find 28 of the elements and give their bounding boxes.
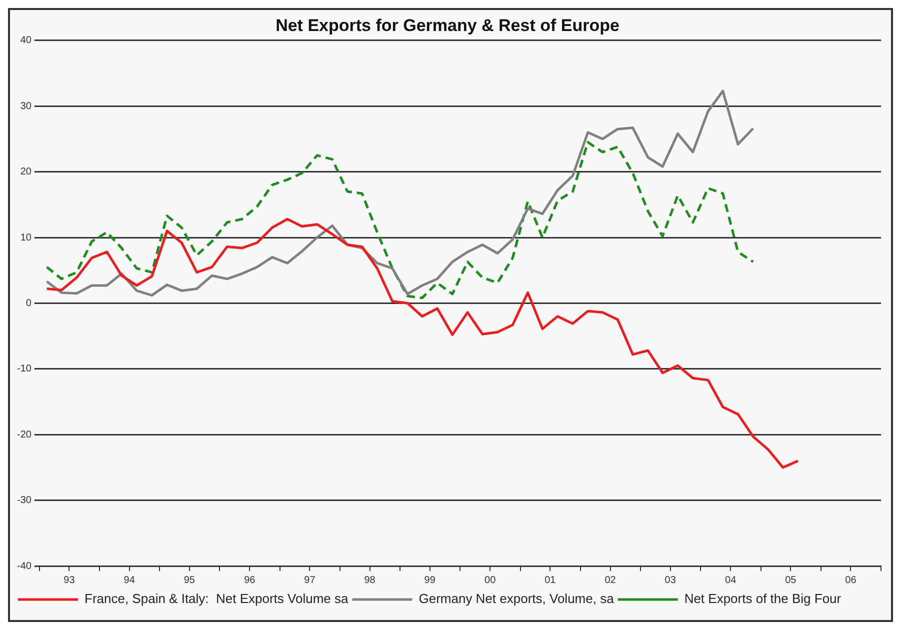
x-tick-label: 94 <box>124 574 136 586</box>
x-tick-label: 95 <box>184 574 196 586</box>
x-tick-label: 06 <box>845 574 857 586</box>
x-tick-label: 96 <box>244 574 256 586</box>
x-tick-label: 00 <box>484 574 496 586</box>
y-tick-label: -10 <box>17 364 32 375</box>
y-tick-label: -30 <box>17 495 32 506</box>
y-tick-label: 10 <box>20 232 32 244</box>
x-tick-label: 05 <box>785 574 797 586</box>
x-tick-label: 98 <box>364 574 376 586</box>
x-tick-label: 99 <box>424 574 436 586</box>
x-tick-label: 03 <box>664 574 676 586</box>
y-tick-label: 30 <box>20 100 32 112</box>
x-tick-label: 97 <box>304 574 316 586</box>
x-tick-label: 02 <box>604 574 616 586</box>
y-tick-label: 0 <box>26 298 32 309</box>
x-tick-label: 93 <box>64 574 76 586</box>
chart-title: Net Exports for Germany & Rest of Europe <box>276 16 620 35</box>
x-tick-label: 04 <box>725 574 737 586</box>
y-tick-label: -40 <box>17 560 32 572</box>
legend-label: France, Spain & Italy: Net Exports Volume sa <box>84 591 349 606</box>
legend-label: Germany Net exports, Volume, sa <box>418 591 615 606</box>
y-tick-label: -20 <box>17 429 32 440</box>
y-tick-label: 20 <box>20 166 32 178</box>
line-series <box>46 140 754 300</box>
y-tick-label: 40 <box>20 35 32 46</box>
legend-label: Net Exports of the Big Four <box>684 591 842 606</box>
x-tick-label: 01 <box>544 574 556 586</box>
